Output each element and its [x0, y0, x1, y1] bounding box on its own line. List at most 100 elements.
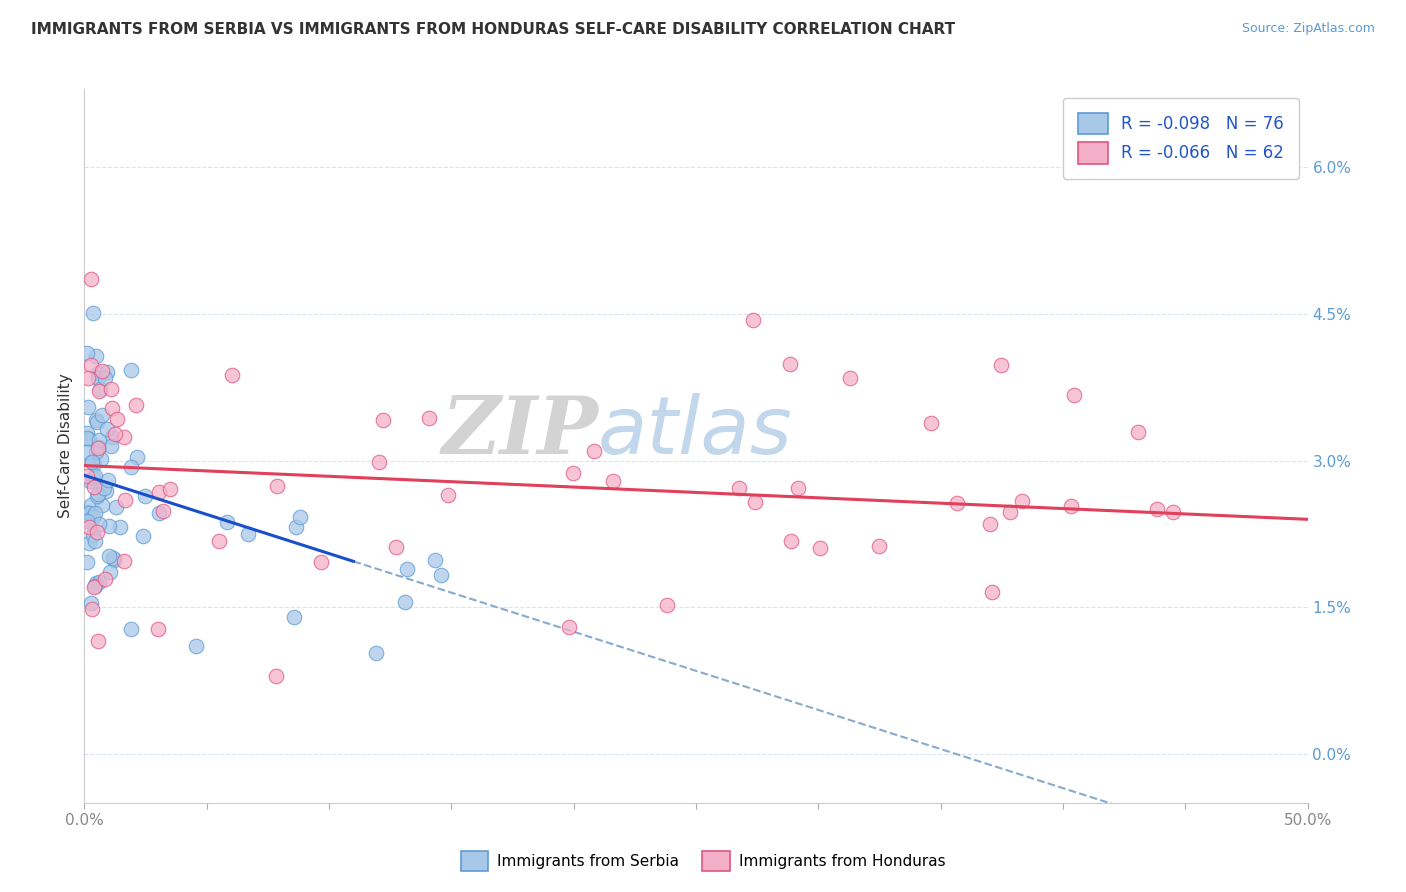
Point [981, 584, 1004, 599]
Point [76, 346, 98, 360]
Point [105, 412, 128, 426]
Point [93, 481, 115, 495]
Point [79, 519, 101, 533]
Point [264, 669, 287, 683]
Text: ZIP: ZIP [441, 393, 598, 470]
Point [91, 499, 114, 513]
Point [76, 425, 98, 440]
Point [1126, 425, 1149, 439]
Point [76, 505, 98, 519]
Point [94, 483, 117, 498]
Point [105, 500, 128, 514]
Point [283, 610, 305, 624]
Point [83, 457, 105, 471]
Point [77, 535, 100, 549]
Point [120, 459, 142, 474]
Point [98, 565, 121, 579]
Point [100, 382, 122, 396]
Point [100, 430, 122, 444]
Point [125, 450, 148, 465]
Point [82, 509, 104, 524]
Point [80, 498, 103, 512]
Point [83, 533, 105, 548]
Point [96, 422, 118, 436]
Point [84, 576, 107, 591]
Point [990, 359, 1012, 373]
Point [79, 507, 101, 521]
Point [120, 363, 142, 377]
Point [89, 575, 111, 590]
Point [79, 359, 101, 373]
Point [1146, 502, 1168, 516]
Point [86, 415, 108, 429]
Point [657, 598, 679, 612]
Point [84, 468, 107, 483]
Point [186, 640, 208, 654]
Point [83, 581, 105, 595]
Point [979, 516, 1001, 531]
Point [87, 440, 110, 454]
Point [87, 433, 110, 447]
Point [114, 554, 136, 568]
Point [91, 364, 114, 378]
Point [152, 504, 174, 518]
Point [100, 439, 122, 453]
Point [998, 505, 1021, 519]
Point [787, 481, 810, 495]
Point [148, 485, 170, 500]
Point [82, 601, 104, 615]
Point [583, 444, 606, 458]
Point [94, 371, 117, 385]
Point [779, 357, 801, 371]
Point [77, 401, 100, 415]
Point [146, 622, 169, 636]
Point [285, 519, 308, 533]
Point [221, 368, 243, 383]
Point [87, 370, 110, 384]
Point [868, 539, 890, 553]
Point [90, 452, 112, 467]
Point [373, 413, 395, 427]
Y-axis label: Self-Care Disability: Self-Care Disability [58, 374, 73, 518]
Point [946, 496, 969, 510]
Point [80, 455, 103, 469]
Point [120, 622, 142, 636]
Point [104, 427, 127, 442]
Point [89, 382, 111, 396]
Point [125, 398, 148, 412]
Point [728, 481, 751, 495]
Point [83, 506, 105, 520]
Point [96, 366, 118, 380]
Point [76, 513, 98, 527]
Point [290, 510, 312, 524]
Point [76, 444, 98, 458]
Point [87, 441, 110, 455]
Point [364, 646, 387, 660]
Point [839, 371, 862, 385]
Point [76, 555, 98, 569]
Point [132, 529, 155, 543]
Point [208, 533, 231, 548]
Point [1063, 388, 1085, 402]
Point [266, 479, 288, 493]
Point [83, 480, 105, 494]
Point [84, 445, 107, 459]
Point [430, 568, 453, 582]
Point [86, 349, 108, 363]
Point [418, 411, 440, 425]
Point [437, 488, 460, 502]
Point [80, 453, 103, 467]
Point [100, 401, 122, 416]
Point [385, 541, 408, 555]
Point [134, 489, 156, 503]
Point [82, 471, 104, 485]
Point [367, 455, 389, 469]
Text: atlas: atlas [598, 392, 793, 471]
Text: Source: ZipAtlas.com: Source: ZipAtlas.com [1241, 22, 1375, 36]
Point [87, 634, 110, 648]
Point [148, 507, 170, 521]
Point [94, 572, 117, 586]
Point [309, 555, 332, 569]
Point [101, 550, 124, 565]
Point [87, 366, 110, 380]
